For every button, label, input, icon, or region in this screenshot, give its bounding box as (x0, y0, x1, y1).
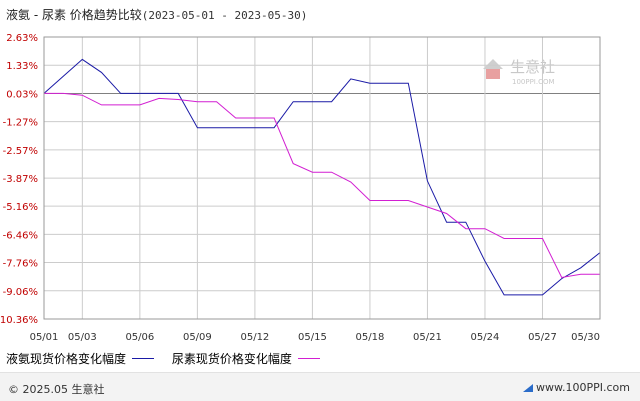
y-tick-label: -2.57% (3, 146, 38, 157)
y-tick-label: -6.46% (3, 230, 38, 241)
arrow-icon (523, 384, 534, 392)
x-tick-label: 05/15 (298, 332, 327, 343)
x-tick-label: 05/06 (125, 332, 154, 343)
legend-label-series1: 液氨现货价格变化幅度 (6, 352, 127, 366)
y-axis-ticks: 2.63% 1.33% 0.03% -1.27% -2.57% -3.87% -5.16% -… (0, 33, 38, 326)
legend-swatch-series1 (132, 358, 155, 359)
legend-label-series2: 尿素现货价格变化幅度 (171, 352, 292, 366)
x-tick-label: 05/03 (68, 332, 97, 343)
y-tick-label: -5.16% (3, 202, 38, 213)
chart-title-main: 液氨 - 尿素 价格趋势比较 (6, 8, 142, 22)
footer: © 2025.05 生意社 www.100PPI.com (0, 372, 640, 401)
x-tick-label: 05/18 (356, 332, 385, 343)
watermark-roof-icon (483, 59, 503, 69)
x-tick-label: 05/12 (240, 332, 269, 343)
y-tick-label: -1.27% (3, 118, 38, 129)
chart-title: 液氨 - 尿素 价格趋势比较(2023-05-01 - 2023-05-30) (6, 6, 307, 23)
y-tick-label: 2.63% (6, 33, 38, 44)
y-tick-label: -3.87% (3, 174, 38, 185)
legend-item-series2: 尿素现货价格变化幅度 (172, 350, 320, 367)
watermark-en: 100PPI.COM (512, 78, 555, 86)
line-chart: 生意社 100PPI.COM 2.63% 1.33% 0.03% -1.27% -2.5… (0, 33, 601, 343)
chart-title-range: (2023-05-01 - 2023-05-30) (141, 9, 308, 22)
plot-border (43, 36, 601, 320)
y-tick-label: 0.03% (6, 89, 38, 100)
x-tick-label: 05/27 (528, 332, 557, 343)
series-line-1 (43, 58, 601, 296)
footer-copyright: © 2025.05 生意社 (8, 383, 105, 396)
x-tick-label: 05/24 (471, 332, 500, 343)
series-group (43, 58, 601, 296)
x-tick-label: 05/09 (183, 332, 212, 343)
y-tick-label: -7.76% (3, 259, 38, 270)
legend-swatch-series2 (297, 358, 320, 359)
series-line-2 (44, 92, 600, 279)
y-tick-label: -9.06% (3, 287, 38, 298)
x-axis-ticks: 05/01 05/03 05/06 05/09 05/12 05/15 05/18 05/21… (30, 332, 600, 343)
y-tick-label: -10.36% (0, 315, 38, 326)
x-tick-label: 05/01 (30, 332, 59, 343)
legend-item-series1: 液氨现货价格变化幅度 (6, 350, 155, 367)
footer-site-link[interactable]: www.100PPI.com (523, 381, 630, 394)
watermark: 生意社 100PPI.COM (483, 58, 555, 86)
y-tick-label: 1.33% (6, 61, 38, 72)
footer-site-text: www.100PPI.com (536, 381, 630, 394)
watermark-house-icon (486, 69, 500, 79)
x-tick-label: 05/21 (413, 332, 442, 343)
x-tick-label: 05/30 (571, 332, 600, 343)
legend: 液氨现货价格变化幅度 尿素现货价格变化幅度 (6, 350, 334, 367)
watermark-cn: 生意社 (510, 58, 555, 76)
